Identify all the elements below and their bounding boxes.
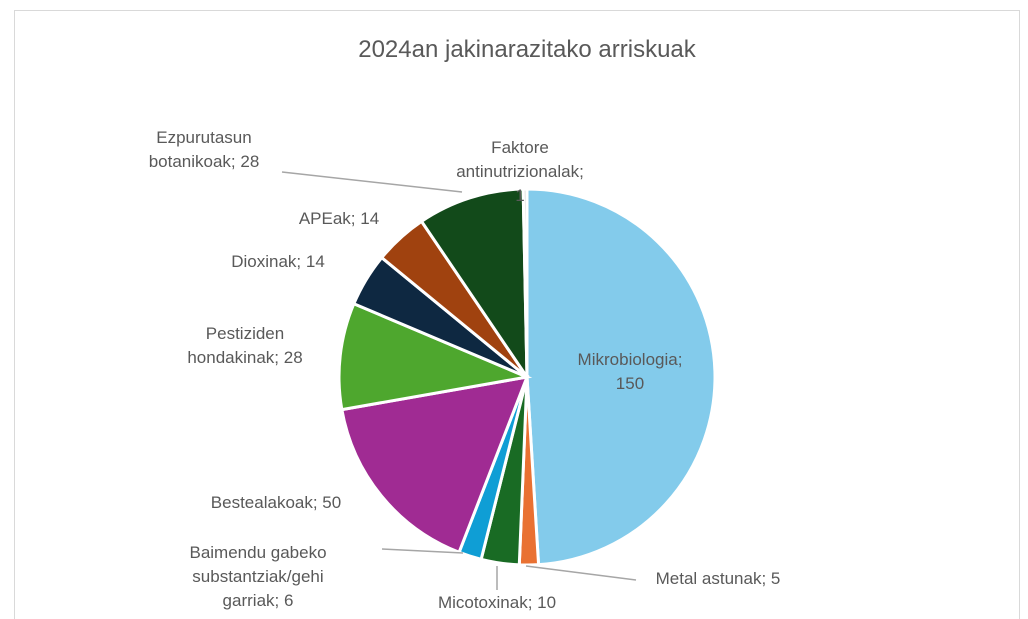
pie-slice (525, 187, 717, 567)
data-label: Ezpurutasun botanikoak; 28 (148, 128, 260, 171)
leader-line (381, 548, 464, 554)
data-label: Mikrobiologia; 150 (577, 350, 683, 393)
pie-slice (521, 187, 529, 378)
pie-slice (419, 187, 529, 383)
data-label: APEak; 14 (298, 209, 380, 228)
leader-line (525, 565, 637, 581)
data-label: Dioxinak; 14 (231, 252, 325, 271)
data-label: Micotoxinak; 10 (437, 593, 557, 612)
data-label: Baimendu gabeko substantziak/gehi garria… (189, 543, 327, 610)
chart-title: 2024an jakinarazitako arriskuak (358, 36, 696, 63)
leader-line (281, 171, 463, 193)
pie-slice (340, 375, 530, 555)
data-label: Faktore antinutrizionalak; 1 (456, 138, 584, 205)
pie-slice (337, 301, 533, 412)
data-label: Pestiziden hondakinak; 28 (187, 324, 303, 367)
data-label: Metal astunak; 5 (655, 569, 781, 588)
data-label: Bestealakoak; 50 (210, 493, 342, 512)
chart-frame (14, 10, 1020, 619)
